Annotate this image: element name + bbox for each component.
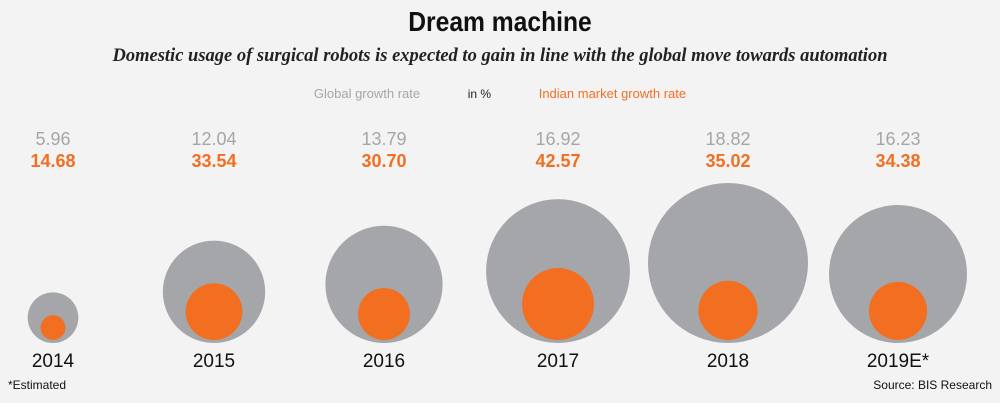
india-value-label: 35.02 <box>705 151 750 171</box>
global-value-label: 12.04 <box>191 129 236 149</box>
chart-subtitle: Domestic usage of surgical robots is exp… <box>112 46 888 66</box>
india-value-label: 30.70 <box>361 151 406 171</box>
source-note: Source: BIS Research <box>873 378 992 392</box>
year-label: 2014 <box>32 351 75 372</box>
legend-unit: in % <box>467 87 492 101</box>
global-value-label: 5.96 <box>35 129 70 149</box>
global-value-label: 13.79 <box>361 129 406 149</box>
global-bubble <box>648 183 808 343</box>
india-bubble <box>868 281 928 340</box>
global-value-label: 16.92 <box>535 129 580 149</box>
global-bubble <box>829 205 967 343</box>
year-label: 2017 <box>537 351 579 372</box>
year-label: 2019E* <box>867 351 930 372</box>
global-value-label: 18.82 <box>705 129 750 149</box>
india-value-label: 34.38 <box>875 151 920 171</box>
india-bubble <box>358 288 410 340</box>
legend: Global growth rate in % Indian market gr… <box>0 86 1000 101</box>
india-bubble <box>698 280 758 340</box>
global-value-label: 16.23 <box>875 129 920 149</box>
year-label: 2015 <box>193 351 235 372</box>
india-value-label: 14.68 <box>30 151 75 171</box>
chart-title: Dream machine <box>408 6 592 37</box>
legend-global: Global growth rate <box>313 86 421 101</box>
india-bubble <box>40 315 66 341</box>
year-label: 2016 <box>363 351 405 372</box>
global-bubble <box>325 225 443 343</box>
year-label: 2018 <box>707 351 749 372</box>
india-value-label: 42.57 <box>535 151 580 171</box>
india-bubble <box>522 268 594 340</box>
india-bubble <box>185 283 243 340</box>
india-value-label: 33.54 <box>191 151 236 171</box>
footnote: *Estimated <box>8 378 67 392</box>
legend-india: Indian market growth rate <box>538 86 687 101</box>
